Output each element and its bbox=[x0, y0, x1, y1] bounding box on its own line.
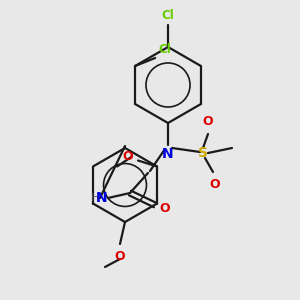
Text: O: O bbox=[159, 202, 169, 214]
Text: O: O bbox=[203, 115, 213, 128]
Text: Cl: Cl bbox=[158, 43, 171, 56]
Text: O: O bbox=[122, 150, 133, 163]
Text: Cl: Cl bbox=[162, 9, 174, 22]
Text: H: H bbox=[91, 193, 99, 203]
Text: O: O bbox=[210, 178, 220, 191]
Text: N: N bbox=[95, 191, 107, 205]
Text: S: S bbox=[198, 146, 208, 160]
Text: N: N bbox=[162, 147, 174, 161]
Text: O: O bbox=[115, 250, 125, 263]
